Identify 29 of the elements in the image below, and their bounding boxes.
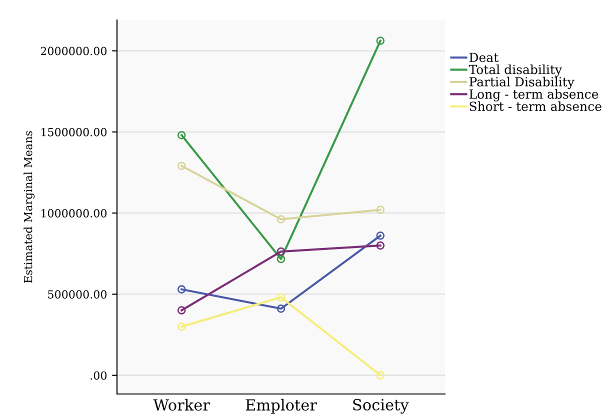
legend-label: Partial Disability (469, 76, 574, 90)
point (376, 36, 385, 45)
point (177, 285, 186, 294)
legend-label: Long - term absence (469, 89, 598, 102)
y-tick-label: 2000000.00 (40, 46, 107, 56)
point (177, 131, 186, 140)
legend-label: Deat (469, 52, 499, 62)
y-tick-label: 1000000.00 (41, 209, 107, 218)
point (276, 254, 286, 264)
y-axis-title: Estimated Marginal Means (24, 131, 35, 283)
point (177, 162, 186, 170)
point (376, 371, 385, 380)
legend-label: Total disability (468, 64, 562, 77)
x-tick-label: Society (353, 398, 409, 414)
x-tick-label: Emploter (246, 398, 317, 414)
y-tick-label: 1500000.00 (41, 128, 107, 136)
x-tick-label: Worker (153, 398, 210, 411)
point (276, 293, 286, 302)
point (177, 322, 186, 331)
point (276, 215, 286, 224)
y-tick-label: .00 (90, 371, 107, 380)
y-tick-label: 500000.00 (48, 290, 107, 299)
point (276, 247, 286, 256)
legend-label: Short - term absence (470, 101, 602, 112)
point (376, 231, 385, 240)
point (376, 241, 385, 250)
point (177, 306, 186, 314)
point (376, 206, 385, 214)
point (276, 304, 286, 313)
